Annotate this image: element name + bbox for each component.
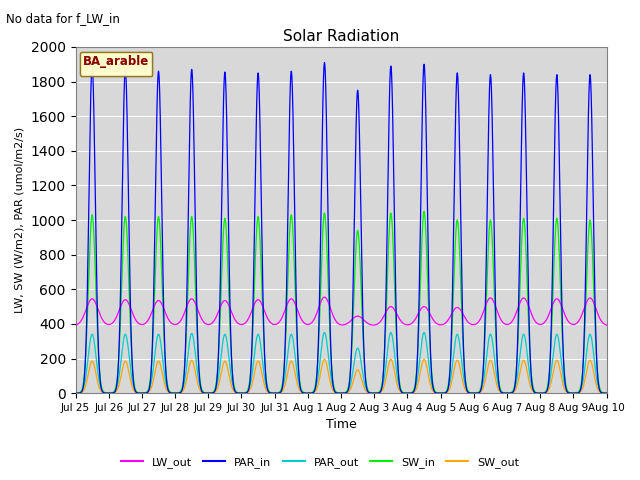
Text: No data for f_LW_in: No data for f_LW_in [6, 12, 120, 25]
Y-axis label: LW, SW (W/m2), PAR (umol/m2/s): LW, SW (W/m2), PAR (umol/m2/s) [15, 127, 25, 313]
X-axis label: Time: Time [326, 419, 356, 432]
Legend:  [81, 52, 152, 75]
Legend: LW_out, PAR_in, PAR_out, SW_in, SW_out: LW_out, PAR_in, PAR_out, SW_in, SW_out [116, 452, 524, 472]
Title: Solar Radiation: Solar Radiation [283, 29, 399, 44]
